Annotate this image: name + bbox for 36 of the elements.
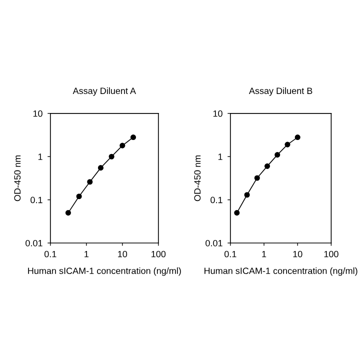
y-axis-title: OD-450 nm [194,155,201,202]
y-tick-label: 1 [38,154,42,160]
point [244,192,250,198]
x-tick-label: 100 [324,250,338,258]
y-tick-label: 0.01 [26,240,42,246]
y-tick-label: 0.1 [210,196,222,204]
y-axis-title: OD-450 nm [14,155,21,202]
y-tick-label: 1 [218,154,222,160]
x-tick-label: 1 [262,250,266,258]
x-axis-title: Human sICAM-1 concentration (ng/ml) [204,267,358,276]
point [274,152,280,158]
point [65,210,71,216]
point [76,194,82,200]
x-tick-label: 10 [118,250,128,258]
x-tick-label: 0.1 [224,250,236,258]
y-tick-label: 0.1 [30,196,42,204]
point [264,163,270,169]
y-tick-label: 10 [213,110,222,117]
point [98,165,104,171]
point [284,142,290,148]
point [87,179,93,185]
point [234,210,240,216]
point [294,134,300,140]
point [130,134,136,140]
point [254,175,260,181]
x-tick-label: 100 [152,250,166,258]
y-tick-label: 0.01 [206,240,222,246]
x-tick-label: 0.1 [44,250,56,258]
x-axis-title: Human sICAM-1 concentration (ng/ml) [28,267,181,276]
chart-title: Assay Diluent A [72,87,136,96]
point [120,142,126,148]
chart-title: Assay Diluent B [248,87,312,96]
x-tick-label: 1 [84,250,88,258]
x-tick-label: 10 [293,250,302,258]
point [108,154,114,160]
y-tick-label: 10 [33,110,42,117]
